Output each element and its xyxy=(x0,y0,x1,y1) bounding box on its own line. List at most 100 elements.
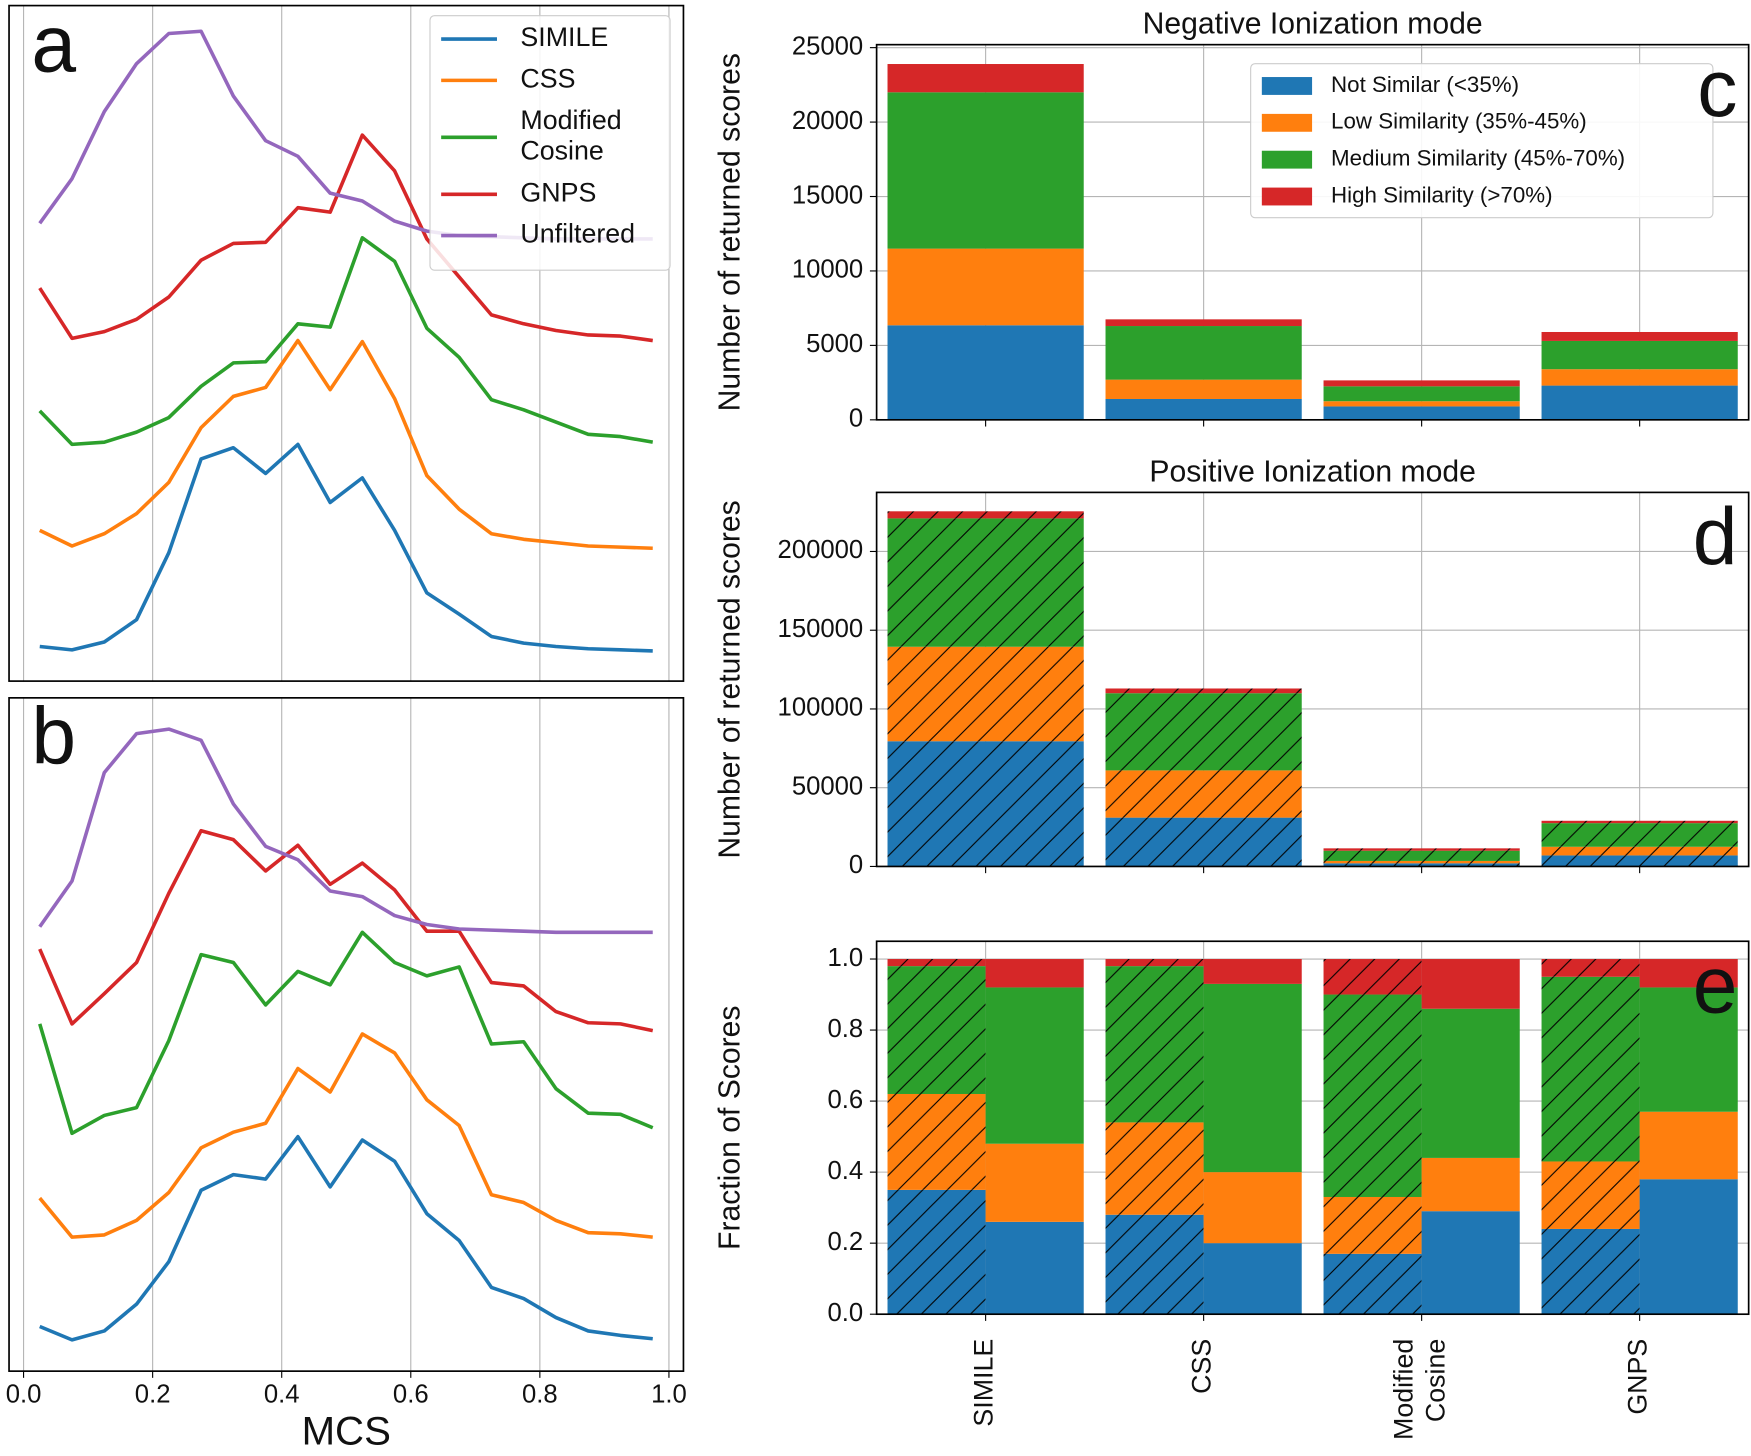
legend-label: Not Similar (<35%) xyxy=(1331,72,1519,97)
bar-segment xyxy=(1323,994,1422,1197)
bar-segment xyxy=(1323,1196,1422,1254)
bar-segment xyxy=(887,248,1084,326)
bar-segment xyxy=(1323,959,1422,995)
bar-segment xyxy=(1323,860,1520,864)
axes-frame xyxy=(875,940,1750,1316)
bar-segment xyxy=(1639,959,1738,988)
axes-frame xyxy=(875,43,1750,421)
panel-letter: c xyxy=(1697,44,1737,134)
y-tick-label: 20000 xyxy=(792,107,863,135)
line xyxy=(38,828,654,1033)
bar-segment xyxy=(1421,959,1520,1009)
y-tick-label: 0.6 xyxy=(828,1086,864,1114)
line xyxy=(38,133,653,343)
bar-segment xyxy=(887,741,1084,867)
legend-label: Modified Cosine xyxy=(520,105,621,166)
bar-segment xyxy=(985,1143,1084,1222)
axes-frame xyxy=(8,697,685,1372)
panel-letter: d xyxy=(1693,492,1738,582)
bar-segment xyxy=(887,966,986,1094)
bar-segment xyxy=(1323,386,1520,402)
bar-segment xyxy=(1421,1211,1520,1315)
x-tick-label: 0.2 xyxy=(135,1380,171,1408)
y-tick-label: 0.4 xyxy=(828,1157,864,1185)
bar-segment xyxy=(887,959,986,967)
y-tick-label: 10000 xyxy=(792,256,863,284)
bar-segment xyxy=(985,959,1084,988)
bar-segment xyxy=(1323,863,1520,867)
x-tick-label: 0.6 xyxy=(393,1380,429,1408)
bar-segment xyxy=(887,518,1084,647)
x-tick-label: GNPS xyxy=(1623,1339,1653,1415)
bar-segment xyxy=(1323,848,1520,851)
line xyxy=(39,1134,653,1342)
bar-segment xyxy=(1203,1243,1302,1315)
bar-segment xyxy=(1105,959,1204,967)
bar-segment xyxy=(887,646,1084,742)
bar-segment xyxy=(1639,1111,1738,1180)
bar-segment xyxy=(1105,693,1302,771)
y-tick-label: 0.2 xyxy=(828,1228,864,1256)
bar-segment xyxy=(887,1189,986,1315)
bar-segment xyxy=(1541,846,1738,856)
bar-segment xyxy=(1323,1253,1422,1315)
legend: SIMILE CSS Modified Cosine GNPS Unfiltered xyxy=(429,15,671,271)
bar-segment xyxy=(1105,319,1302,327)
x-tick-label: CSS xyxy=(1187,1339,1217,1394)
y-tick-label: 200000 xyxy=(778,536,864,564)
y-axis-label: Fraction of Scores xyxy=(713,1006,746,1250)
legend-swatch xyxy=(1261,150,1313,169)
bar-segment xyxy=(1323,380,1520,387)
x-axis-label: MCS xyxy=(302,1408,391,1453)
x-tick-label: 0.0 xyxy=(6,1380,42,1408)
line xyxy=(38,338,653,551)
bar-segment xyxy=(985,1221,1084,1315)
bar-segment xyxy=(1421,1008,1520,1158)
bar-segment xyxy=(1105,817,1302,867)
legend: Not Similar (<35%) Low Similarity (35%-45… xyxy=(1250,63,1714,219)
bar-segment xyxy=(1203,1172,1302,1244)
y-tick-label: 0 xyxy=(849,851,863,879)
bar-segment xyxy=(1323,401,1520,407)
bar-segment xyxy=(1541,855,1738,867)
bar-segment xyxy=(1105,688,1302,694)
legend-label: Medium Similarity (45%-70%) xyxy=(1331,146,1625,171)
bar-segment xyxy=(1541,369,1738,386)
x-tick-label: 0.4 xyxy=(264,1380,300,1408)
text-line: Modified xyxy=(520,105,621,135)
bar-segment xyxy=(1639,1179,1738,1315)
bar-segment xyxy=(1541,823,1738,847)
bar-segment xyxy=(1541,1228,1640,1315)
line xyxy=(38,727,653,935)
y-tick-label: 0.8 xyxy=(828,1015,864,1043)
bar-segment xyxy=(1541,385,1738,420)
y-tick-label: 0 xyxy=(849,405,863,433)
axes-frame xyxy=(875,491,1750,868)
y-tick-label: 1.0 xyxy=(828,944,864,972)
bar-segment xyxy=(887,511,1084,519)
line xyxy=(38,236,654,447)
x-tick-label: 0.8 xyxy=(522,1380,558,1408)
legend-box xyxy=(1250,63,1714,219)
bar-segment xyxy=(1105,398,1302,420)
legend-swatch xyxy=(1261,187,1313,206)
panel-letter: b xyxy=(31,692,76,782)
bar-segment xyxy=(1541,340,1738,370)
legend-label: SIMILE xyxy=(520,22,608,52)
bar-segment xyxy=(1541,820,1738,824)
legend-label: High Similarity (>70%) xyxy=(1331,182,1552,207)
y-axis-label: Number of returned scores xyxy=(713,500,746,858)
bar-segment xyxy=(1105,379,1302,399)
text-line: Modified xyxy=(1389,1339,1419,1440)
bar-segment xyxy=(1203,983,1302,1173)
y-tick-label: 150000 xyxy=(778,615,864,643)
line xyxy=(39,442,653,653)
bar-segment xyxy=(887,92,1084,249)
panel-letter: e xyxy=(1693,941,1738,1031)
legend-label: Low Similarity (35%-45%) xyxy=(1331,109,1587,134)
line xyxy=(38,1032,653,1239)
bar-segment xyxy=(1541,331,1738,341)
y-tick-label: 0.0 xyxy=(828,1299,864,1327)
bar-segment xyxy=(1323,850,1520,861)
